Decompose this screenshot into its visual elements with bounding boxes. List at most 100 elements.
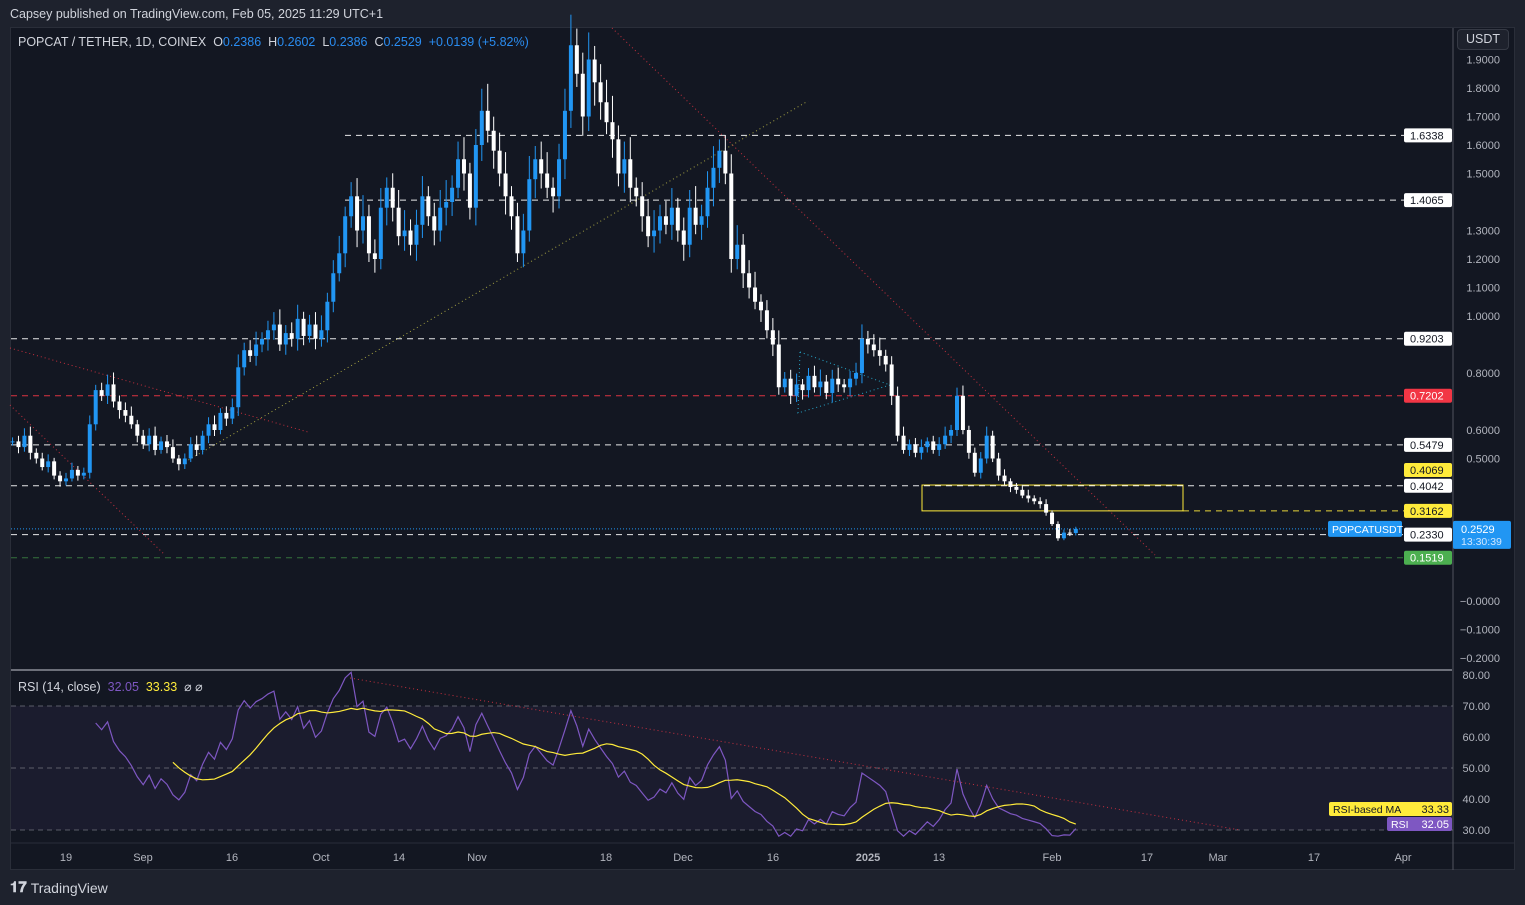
candle-body (188, 444, 193, 459)
time-tick: Mar (1209, 852, 1228, 864)
time-tick: Nov (467, 852, 487, 864)
candle-body (533, 159, 538, 180)
candle-body (164, 441, 169, 448)
candle-body (652, 230, 657, 237)
price-tick: 1.1000 (1466, 283, 1500, 295)
candle-body (758, 301, 763, 311)
level-price-label: 0.2330 (1410, 530, 1444, 542)
candle-body (806, 375, 811, 391)
currency-button[interactable]: USDT (1457, 29, 1509, 50)
candle-body (123, 410, 128, 416)
candle-body (836, 378, 841, 385)
candle-body (711, 167, 716, 188)
candle-body (895, 395, 900, 436)
high-label: H (268, 35, 278, 49)
candle-body (889, 364, 894, 396)
rsi-empty-icons: ⌀ ⌀ (184, 680, 203, 694)
candle-body (551, 187, 556, 197)
candle-body (265, 330, 270, 339)
candle-body (254, 344, 259, 356)
candle-body (260, 338, 265, 345)
candle-body (574, 45, 579, 74)
trend-line (349, 677, 1241, 831)
tradingview-logo[interactable]: 𝟏𝟕 TradingView (10, 879, 108, 896)
time-tick: 14 (393, 852, 405, 864)
time-tick: Dec (673, 852, 693, 864)
level-price-label: 0.9203 (1410, 334, 1444, 346)
level-price-label: 0.7202 (1410, 391, 1444, 403)
countdown-label: 13:30:39 (1461, 536, 1502, 548)
candle-body (22, 435, 27, 448)
rsi-tick: 30.00 (1462, 825, 1490, 837)
candle-body (640, 196, 645, 217)
candle-body (521, 230, 526, 254)
candle-body (663, 216, 668, 225)
candle-body (925, 441, 930, 448)
candle-body (568, 45, 573, 111)
price-tick: 1.5000 (1466, 169, 1500, 181)
candle-body (693, 207, 698, 225)
candle-body (557, 159, 562, 197)
candle-body (646, 216, 651, 237)
candle-body (1044, 504, 1049, 513)
candle-body (527, 179, 532, 231)
candle-body (426, 196, 431, 217)
candle-body (176, 458, 181, 465)
price-tick: 1.3000 (1466, 226, 1500, 238)
candle-body (818, 381, 823, 388)
high-value: 0.2602 (277, 35, 316, 49)
candle-body (687, 207, 692, 245)
candle-body (842, 384, 847, 388)
candle-body (610, 122, 615, 140)
candle-body (432, 216, 437, 231)
time-tick: 17 (1308, 852, 1320, 864)
candle-body (592, 59, 597, 83)
candle-body (206, 424, 211, 436)
rsi-tag-value: 32.05 (1421, 819, 1449, 831)
candle-body (901, 435, 906, 450)
level-price-tag (1404, 503, 1452, 518)
rsi-tick: 50.00 (1462, 763, 1490, 775)
candle-body (764, 310, 769, 331)
candle-body (301, 318, 306, 336)
candle-body (485, 110, 490, 131)
candle-body (283, 333, 288, 345)
candle-body (384, 187, 389, 208)
rsi-ma-tag-label: RSI-based MA (1333, 804, 1401, 816)
candle-body (741, 244, 746, 274)
price-tick: 1.8000 (1466, 83, 1500, 95)
candle-body (907, 444, 912, 450)
candle-body (503, 173, 508, 197)
brand-name: TradingView (30, 879, 108, 896)
candle-body (64, 478, 68, 482)
chart-frame[interactable] (10, 27, 1515, 870)
candle-body (81, 472, 86, 476)
price-tick: 0.8000 (1466, 368, 1500, 380)
candle-body (497, 150, 502, 174)
candle-body (1014, 487, 1019, 490)
symbol-legend: POPCAT / TETHER, 1D, COINEX O0.2386 H0.2… (18, 35, 529, 49)
candle-body (984, 435, 989, 459)
rsi-ma-tag-value: 33.33 (1421, 804, 1449, 816)
candle-body (52, 461, 57, 476)
rsi-tick: 60.00 (1462, 732, 1490, 744)
candle-body (467, 173, 472, 208)
candle-body (438, 207, 443, 231)
last-price-tag (1453, 520, 1511, 549)
level-price-label: 1.4065 (1410, 195, 1444, 207)
candle-body (943, 435, 948, 445)
time-tick: Apr (1394, 852, 1411, 864)
candle-body (182, 458, 187, 465)
candle-body (509, 196, 514, 217)
time-tick: 17 (1141, 852, 1153, 864)
candle-body (782, 378, 787, 388)
candle-body (456, 159, 461, 188)
candle-body (444, 202, 449, 208)
candle-body (681, 230, 686, 245)
candle-body (40, 458, 45, 468)
candle-body (366, 216, 371, 254)
candle-body (337, 253, 342, 274)
candle-body (1073, 528, 1078, 533)
symbol-tag (1328, 520, 1402, 537)
